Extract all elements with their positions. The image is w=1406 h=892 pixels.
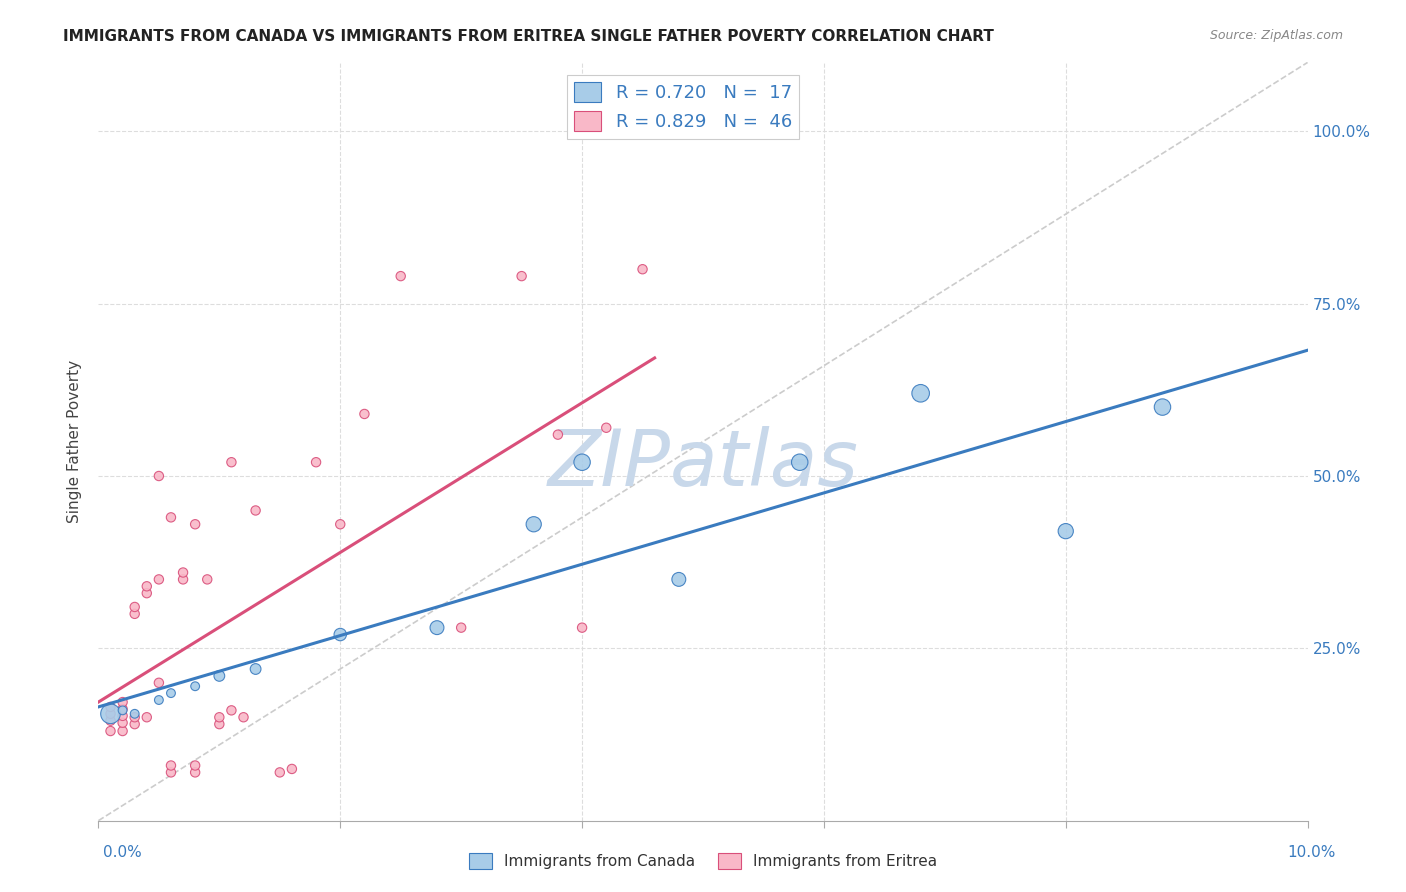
Point <box>1152 400 1174 414</box>
Point <box>450 621 472 635</box>
Point <box>184 758 207 772</box>
Point <box>329 627 352 641</box>
Point <box>111 695 134 709</box>
Point <box>124 607 146 621</box>
Point <box>245 503 267 517</box>
Point <box>221 455 243 469</box>
Point <box>148 469 170 483</box>
Point <box>1054 524 1077 538</box>
Point <box>111 715 134 730</box>
Point <box>426 621 449 635</box>
Point <box>148 675 170 690</box>
Point <box>111 703 134 717</box>
Point <box>184 765 207 780</box>
Point <box>269 765 291 780</box>
Point <box>208 717 231 731</box>
Point <box>100 714 122 728</box>
Point <box>910 386 932 401</box>
Point <box>124 717 146 731</box>
Point <box>172 573 194 587</box>
Text: 0.0%: 0.0% <box>103 846 142 860</box>
Point <box>184 517 207 532</box>
Point <box>160 758 183 772</box>
Point <box>389 269 412 284</box>
Point <box>208 710 231 724</box>
Point <box>135 710 157 724</box>
Text: IMMIGRANTS FROM CANADA VS IMMIGRANTS FROM ERITREA SINGLE FATHER POVERTY CORRELAT: IMMIGRANTS FROM CANADA VS IMMIGRANTS FRO… <box>63 29 994 44</box>
Point <box>329 517 352 532</box>
Point <box>631 262 654 277</box>
Point <box>523 517 546 532</box>
Point <box>124 710 146 724</box>
Point <box>245 662 267 676</box>
Point <box>547 427 569 442</box>
Point <box>184 679 207 693</box>
Point <box>571 455 593 469</box>
Point <box>100 706 122 721</box>
Point <box>160 510 183 524</box>
Point <box>281 762 304 776</box>
Point <box>100 699 122 714</box>
Point <box>100 706 122 721</box>
Point <box>305 455 328 469</box>
Point <box>160 686 183 700</box>
Point <box>353 407 375 421</box>
Legend: R = 0.720   N =  17, R = 0.829   N =  46: R = 0.720 N = 17, R = 0.829 N = 46 <box>567 75 799 138</box>
Point <box>160 765 183 780</box>
Point <box>148 693 170 707</box>
Point <box>135 579 157 593</box>
Point <box>232 710 254 724</box>
Point <box>100 724 122 739</box>
Text: Source: ZipAtlas.com: Source: ZipAtlas.com <box>1209 29 1343 42</box>
Point <box>221 703 243 717</box>
Point <box>124 599 146 614</box>
Point <box>124 706 146 721</box>
Point <box>148 573 170 587</box>
Text: ZIPatlas: ZIPatlas <box>547 426 859 502</box>
Point <box>595 421 617 435</box>
Point <box>571 621 593 635</box>
Point <box>172 566 194 580</box>
Point <box>111 709 134 723</box>
Point <box>789 455 811 469</box>
Y-axis label: Single Father Poverty: Single Father Poverty <box>67 360 83 523</box>
Legend: Immigrants from Canada, Immigrants from Eritrea: Immigrants from Canada, Immigrants from … <box>463 847 943 875</box>
Point <box>195 573 218 587</box>
Point <box>510 269 533 284</box>
Point <box>111 702 134 716</box>
Text: 10.0%: 10.0% <box>1288 846 1336 860</box>
Point <box>135 586 157 600</box>
Point <box>668 573 690 587</box>
Point <box>208 669 231 683</box>
Point <box>111 724 134 739</box>
